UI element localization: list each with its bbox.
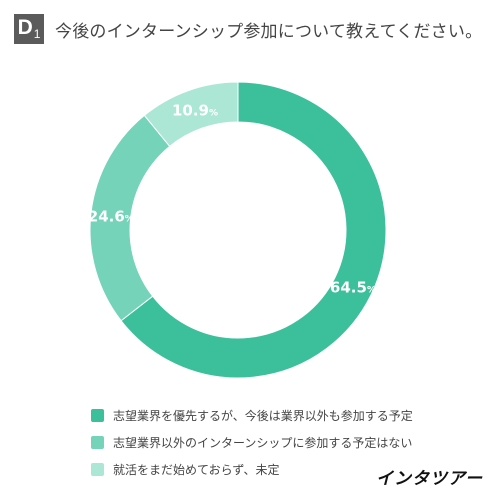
data-label-prioritize-industry: 64.5% [330,278,376,296]
question-title: 今後のインターンシップ参加について教えてください。 [55,21,483,42]
legend: 志望業界を優先するが、今後は業界以外も参加する予定 志望業界以外のインターンシップ… [91,402,413,483]
legend-swatch [91,462,104,476]
badge-number: 1 [33,27,41,41]
slice-undecided [143,81,239,148]
legend-swatch [91,435,104,449]
legend-label: 就活をまだ始めておらず、未定 [113,462,280,477]
legend-item-no-other-industry: 志望業界以外のインターンシップに参加する予定はない [91,429,413,455]
slice-prioritize-industry [120,81,387,379]
data-label-undecided: 10.9% [172,101,218,119]
legend-label: 志望業界以外のインターンシップに参加する予定はない [113,435,413,450]
brand-logo: インタツアー [376,469,483,489]
legend-item-undecided: 就活をまだ始めておらず、未定 [91,456,413,482]
data-label-no-other-industry: 24.6% [88,208,134,226]
badge-letter: D [17,16,33,39]
legend-item-prioritize-industry: 志望業界を優先するが、今後は業界以外も参加する予定 [91,402,413,428]
legend-label: 志望業界を優先するが、今後は業界以外も参加する予定 [113,408,413,423]
legend-swatch [91,408,104,422]
